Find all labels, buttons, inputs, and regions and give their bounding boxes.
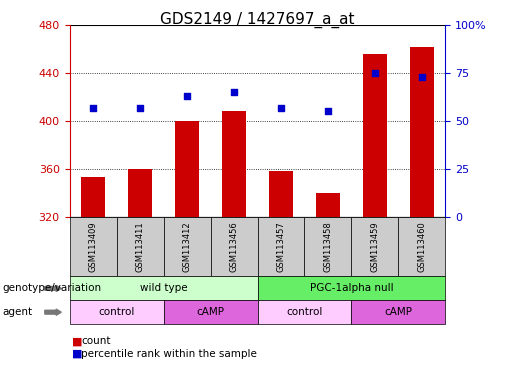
Text: count: count [81,336,111,346]
Text: GSM113460: GSM113460 [418,221,426,272]
Point [89,104,97,111]
Text: GSM113458: GSM113458 [323,221,333,272]
Text: percentile rank within the sample: percentile rank within the sample [81,349,258,359]
Text: control: control [286,307,323,317]
Text: GSM113457: GSM113457 [277,221,285,272]
Point [183,93,191,99]
Point [418,74,426,80]
Text: cAMP: cAMP [197,307,225,317]
Text: wild type: wild type [140,283,187,293]
Text: GSM113409: GSM113409 [89,222,97,272]
Bar [363,54,387,217]
Text: cAMP: cAMP [385,307,413,317]
Point [324,108,332,114]
Text: control: control [98,307,135,317]
Text: GSM113411: GSM113411 [135,222,145,272]
Text: GSM113412: GSM113412 [182,222,192,272]
Point [230,89,238,95]
Bar [410,46,434,217]
Text: ■: ■ [72,349,82,359]
Point [371,70,379,76]
Text: GDS2149 / 1427697_a_at: GDS2149 / 1427697_a_at [160,12,355,28]
Bar [175,121,199,217]
Bar [316,193,340,217]
Bar [128,169,152,217]
Text: GSM113459: GSM113459 [370,222,380,272]
Text: ■: ■ [72,336,82,346]
Point [136,104,144,111]
Text: genotype/variation: genotype/variation [3,283,101,293]
Text: PGC-1alpha null: PGC-1alpha null [310,283,393,293]
Bar [222,111,246,217]
Bar [269,171,293,217]
Text: agent: agent [3,307,32,317]
Point [277,104,285,111]
Bar [81,177,105,217]
Text: GSM113456: GSM113456 [230,221,238,272]
